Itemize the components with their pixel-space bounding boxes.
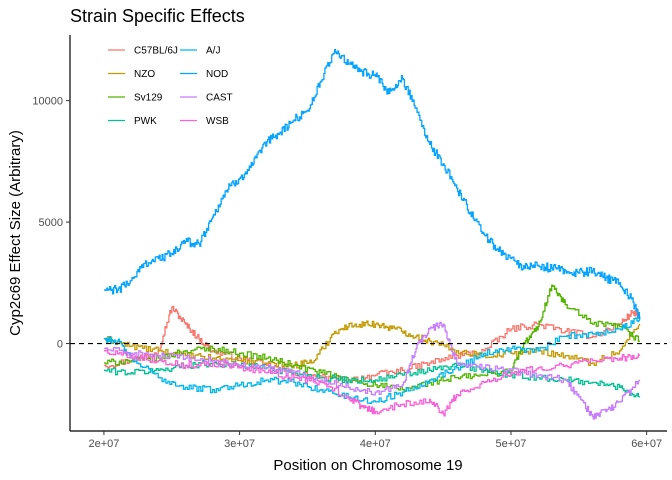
- legend-label-nzo: NZO: [134, 69, 155, 80]
- x-tick-label: 4e+07: [360, 438, 391, 450]
- legend-label-nod: NOD: [206, 69, 228, 80]
- plot-area: [70, 48, 667, 420]
- series-line-nod: [103, 48, 641, 320]
- x-tick-label: 5e+07: [496, 438, 527, 450]
- y-tick-label: 0: [57, 339, 63, 351]
- x-tick-label: 3e+07: [224, 438, 255, 450]
- series-line-wsb: [103, 349, 641, 417]
- y-axis-title: Cyp2c69 Effect Size (Arbitrary): [7, 130, 24, 336]
- series-line-cast: [103, 321, 641, 420]
- legend-label-a-j: A/J: [206, 46, 220, 57]
- x-axis-title: Position on Chromosome 19: [273, 457, 462, 474]
- legend-label-pwk: PWK: [134, 116, 157, 127]
- x-tick-label: 2e+07: [88, 438, 119, 450]
- ticks: 2e+07 3e+07 4e+07 5e+07 6e+07 0 5000 10000: [32, 96, 662, 450]
- series-line-a-j: [103, 317, 641, 404]
- legend-label-wsb: WSB: [206, 116, 229, 127]
- y-tick-label: 10000: [32, 96, 63, 108]
- legend-label-sv129: Sv129: [134, 93, 163, 104]
- series-line-sv129: [103, 284, 641, 392]
- series-line-c57bl-6j: [103, 305, 641, 383]
- x-tick-label: 6e+07: [631, 438, 662, 450]
- series-line-pwk: [103, 359, 641, 398]
- legend-label-c57bl-6j: C57BL/6J: [134, 46, 178, 57]
- legend-label-cast: CAST: [206, 93, 233, 104]
- legend: C57BL/6J NZO Sv129 PWK A/J NOD CAST WSB: [108, 46, 233, 127]
- chart-title: Strain Specific Effects: [70, 6, 245, 26]
- y-tick-label: 5000: [39, 217, 63, 229]
